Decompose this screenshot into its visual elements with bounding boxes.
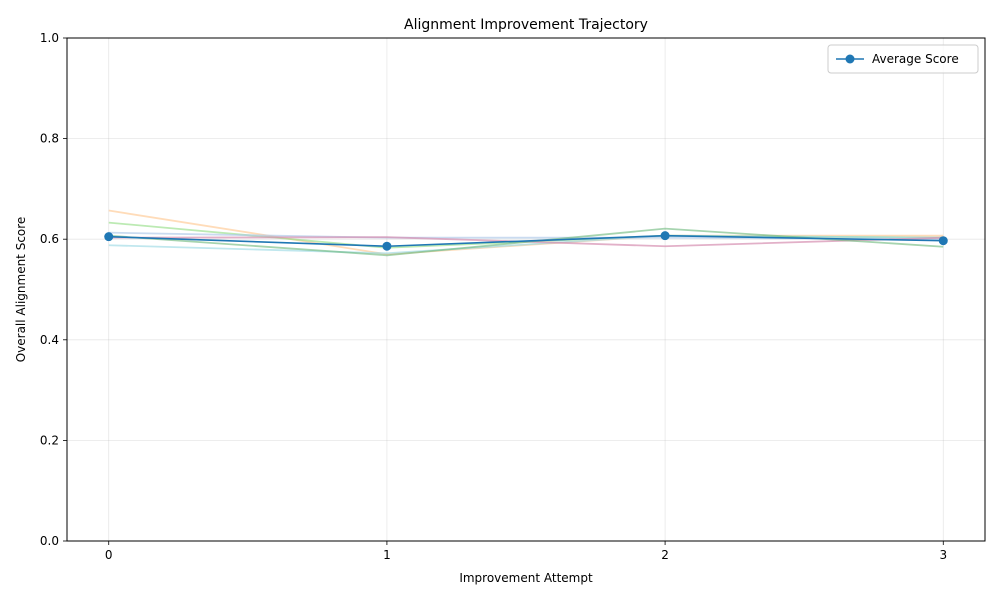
y-tick-label: 0.8 — [40, 132, 59, 146]
average-score-point — [938, 236, 948, 246]
legend: Average Score — [827, 44, 979, 74]
x-axis-ticks: 0 1 2 3 — [105, 541, 947, 562]
plot-frame — [66, 37, 986, 542]
series-layer — [104, 209, 948, 257]
y-axis-label: Overall Alignment Score — [14, 217, 28, 363]
average-score-point — [660, 231, 670, 241]
legend-marker — [845, 54, 855, 64]
y-tick-label: 1.0 — [40, 31, 59, 45]
y-tick-label: 0.6 — [40, 232, 59, 246]
chart-title: Alignment Improvement Trajectory — [404, 17, 648, 33]
x-tick-label: 1 — [383, 548, 391, 562]
y-axis-ticks: 0.0 0.2 0.4 0.6 0.8 1.0 — [40, 31, 67, 548]
legend-box — [827, 44, 979, 74]
x-axis-label: Improvement Attempt — [459, 571, 593, 585]
y-tick-label: 0.4 — [40, 333, 59, 347]
y-tick-label: 0.0 — [40, 534, 59, 548]
legend-label: Average Score — [872, 52, 959, 66]
x-tick-label: 2 — [661, 548, 669, 562]
series-line-3 — [108, 234, 944, 255]
average-score-line — [108, 234, 944, 248]
average-score-point — [104, 232, 114, 242]
x-tick-label: 3 — [939, 548, 947, 562]
average-score-point — [382, 241, 392, 251]
x-tick-label: 0 — [105, 548, 113, 562]
y-tick-label: 0.2 — [40, 433, 59, 447]
